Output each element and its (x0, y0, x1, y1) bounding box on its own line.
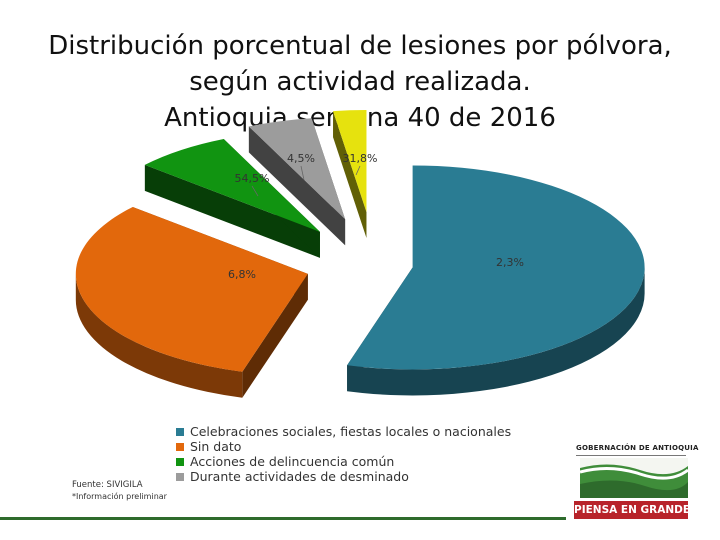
legend-swatch (176, 457, 184, 466)
legend-item: Celebraciones sociales, fiestas locales … (176, 424, 511, 439)
pie-slice-1 (75, 206, 308, 398)
slice-label-1: 6,8% (228, 268, 256, 281)
pie-slice-4 (333, 110, 367, 239)
legend-label: Celebraciones sociales, fiestas locales … (190, 424, 512, 439)
chart-legend: Celebraciones sociales, fiestas locales … (176, 424, 511, 484)
pie-slice-0 (347, 165, 645, 396)
chart-title: Distribución porcentual de lesiones por … (20, 28, 700, 136)
legend-swatch (176, 442, 184, 451)
slice-label-3: 4,5% (287, 152, 315, 165)
legend-label: Sin dato (190, 439, 242, 454)
pie-slice-2 (144, 139, 320, 258)
label-leader-2 (355, 165, 361, 176)
bottom-divider (0, 517, 566, 520)
title-line-1: Distribución porcentual de lesiones por … (48, 31, 672, 61)
gobernacion-logo: GOBERNACIÓN DE ANTIOQUIA PIENSA EN GRAND… (570, 440, 698, 520)
slice-label-0: 2,3% (496, 256, 524, 269)
source-line: Fuente: SIVIGILA (72, 480, 143, 490)
pie-slice-3 (248, 118, 346, 246)
logo-rule (576, 455, 686, 456)
legend-label: Acciones de delincuencia común (190, 454, 395, 469)
label-leader-0 (251, 185, 259, 197)
legend-swatch (176, 427, 184, 436)
slice-label-4: 31,8% (343, 152, 378, 165)
slice-label-2: 54,5% (235, 172, 270, 185)
legend-item: Sin dato (176, 439, 511, 454)
label-leader-1 (300, 165, 305, 181)
legend-item: Durante actividades de desminado (176, 469, 511, 484)
logo-tagline: PIENSA EN GRANDE (574, 501, 690, 519)
title-line-2: según actividad realizada. (189, 67, 531, 97)
legend-label: Durante actividades de desminado (190, 469, 409, 484)
legend-item: Acciones de delincuencia común (176, 454, 511, 469)
preliminary-note: *Información preliminar (72, 492, 167, 501)
source-note: Fuente: SIVIGILA *Información preliminar (72, 480, 167, 502)
flag-icon (580, 458, 688, 498)
logo-header-text: GOBERNACIÓN DE ANTIOQUIA (576, 444, 699, 452)
legend-swatch (176, 472, 184, 481)
